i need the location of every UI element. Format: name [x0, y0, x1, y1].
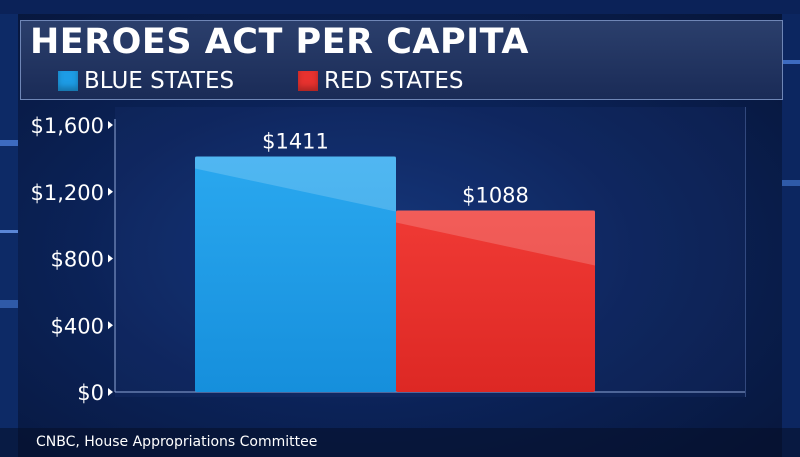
y-tick-label: $400 [51, 314, 104, 338]
bar-highlight [396, 210, 595, 266]
y-tick-mark [108, 187, 113, 196]
y-tick-mark [108, 388, 113, 396]
data-label-red-states: $1088 [462, 183, 529, 207]
y-tick-mark [108, 254, 113, 263]
header-panel [20, 20, 783, 100]
bar-highlight [195, 156, 396, 212]
data-label-blue-states: $1411 [262, 130, 329, 154]
bar-red-states [396, 210, 595, 392]
footer-bar [0, 428, 800, 457]
chart-title: HEROES ACT PER CAPITA [30, 22, 529, 62]
y-axis: $0 $400 $800 $1,200 $1,600 [31, 114, 745, 405]
data-labels: $1411 $1088 [262, 130, 529, 208]
legend-label-blue-states: BLUE STATES [84, 68, 235, 94]
y-tick-label: $800 [51, 248, 104, 272]
y-tick-label: $1,600 [31, 114, 104, 138]
legend-swatch-red [298, 71, 318, 91]
y-tick-label: $0 [77, 381, 104, 405]
y-tick-label: $1,200 [31, 181, 104, 205]
y-tick-mark [108, 321, 113, 330]
source-note: CNBC, House Appropriations Committee [36, 434, 318, 450]
bars [195, 156, 595, 392]
legend-label-red-states: RED STATES [324, 68, 464, 94]
legend-swatch-blue [58, 71, 78, 91]
y-tick-mark [108, 121, 113, 129]
legend-item-red-states: RED STATES [298, 68, 464, 94]
bar-blue-states [195, 156, 396, 392]
legend-item-blue-states: BLUE STATES [58, 68, 234, 94]
